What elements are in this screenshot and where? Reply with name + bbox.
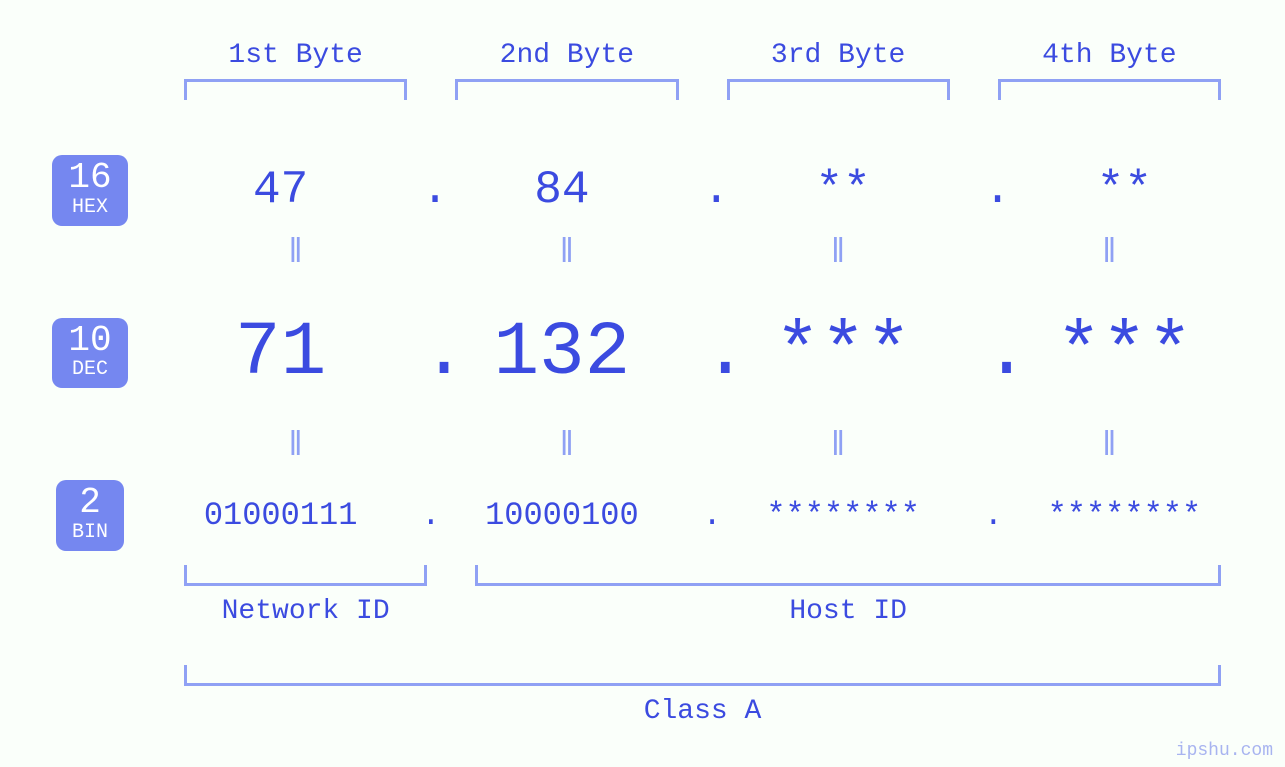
dec-byte-1: 71 bbox=[235, 310, 326, 396]
hex-badge: 16 HEX bbox=[52, 155, 127, 226]
byte-header-label: 1st Byte bbox=[180, 40, 411, 71]
equals-glyph: ǁ bbox=[994, 235, 1225, 273]
byte-header-label: 3rd Byte bbox=[723, 40, 954, 71]
hex-byte-4: ** bbox=[1097, 164, 1152, 216]
badge-base-label: HEX bbox=[68, 197, 111, 218]
dec-badge: 10 DEC bbox=[52, 318, 127, 389]
byte-header-2: 2nd Byte bbox=[451, 40, 682, 100]
byte-header-1: 1st Byte bbox=[180, 40, 411, 100]
bracket-bottom-icon bbox=[184, 665, 1221, 686]
equals-glyph: ǁ bbox=[994, 428, 1225, 466]
dec-byte-4: *** bbox=[1056, 310, 1193, 396]
watermark: ipshu.com bbox=[1176, 741, 1273, 761]
byte-header-label: 2nd Byte bbox=[451, 40, 682, 71]
network-id-label: Network ID bbox=[180, 596, 431, 627]
badge-base-label: BIN bbox=[72, 522, 108, 543]
badge-base-number: 2 bbox=[72, 484, 108, 522]
hex-byte-3: ** bbox=[816, 164, 871, 216]
dec-row: 10 DEC 71 . 132 . *** . *** bbox=[0, 310, 1225, 396]
badge-base-number: 10 bbox=[68, 322, 111, 360]
equals-row-2: ǁ ǁ ǁ ǁ bbox=[180, 428, 1225, 466]
bin-byte-2: 10000100 bbox=[485, 497, 639, 534]
bracket-top-icon bbox=[727, 79, 950, 100]
dec-byte-3: *** bbox=[775, 310, 912, 396]
host-id-group: Host ID bbox=[471, 565, 1225, 627]
equals-glyph: ǁ bbox=[451, 235, 682, 273]
equals-glyph: ǁ bbox=[180, 235, 411, 273]
network-id-group: Network ID bbox=[180, 565, 431, 627]
bin-byte-1: 01000111 bbox=[204, 497, 358, 534]
bracket-top-icon bbox=[455, 79, 678, 100]
hex-values: 47 . 84 . ** . ** bbox=[180, 164, 1225, 216]
hex-row: 16 HEX 47 . 84 . ** . ** bbox=[0, 155, 1225, 226]
byte-header-4: 4th Byte bbox=[994, 40, 1225, 100]
badge-slot: 2 BIN bbox=[0, 480, 180, 551]
equals-glyph: ǁ bbox=[451, 428, 682, 466]
byte-header-3: 3rd Byte bbox=[723, 40, 954, 100]
bin-badge: 2 BIN bbox=[56, 480, 124, 551]
host-id-label: Host ID bbox=[471, 596, 1225, 627]
bracket-bottom-icon bbox=[184, 565, 427, 586]
bin-byte-4: ******** bbox=[1048, 497, 1202, 534]
hex-byte-1: 47 bbox=[253, 164, 308, 216]
dec-values: 71 . 132 . *** . *** bbox=[180, 310, 1225, 396]
bracket-bottom-icon bbox=[475, 565, 1221, 586]
byte-header-row: 1st Byte 2nd Byte 3rd Byte 4th Byte bbox=[180, 40, 1225, 100]
byte-header-label: 4th Byte bbox=[994, 40, 1225, 71]
class-group: Class A bbox=[180, 665, 1225, 727]
badge-slot: 10 DEC bbox=[0, 318, 180, 389]
equals-row-1: ǁ ǁ ǁ ǁ bbox=[180, 235, 1225, 273]
class-label: Class A bbox=[180, 696, 1225, 727]
equals-glyph: ǁ bbox=[180, 428, 411, 466]
badge-slot: 16 HEX bbox=[0, 155, 180, 226]
bin-byte-3: ******** bbox=[766, 497, 920, 534]
dec-byte-2: 132 bbox=[493, 310, 630, 396]
equals-glyph: ǁ bbox=[723, 428, 954, 466]
bin-values: 01000111 . 10000100 . ******** . *******… bbox=[180, 497, 1225, 534]
hex-byte-2: 84 bbox=[534, 164, 589, 216]
bin-row: 2 BIN 01000111 . 10000100 . ******** . *… bbox=[0, 480, 1225, 551]
badge-base-number: 16 bbox=[68, 159, 111, 197]
badge-base-label: DEC bbox=[68, 359, 111, 380]
bracket-top-icon bbox=[184, 79, 407, 100]
network-host-group-row: Network ID Host ID bbox=[180, 565, 1225, 627]
equals-glyph: ǁ bbox=[723, 235, 954, 273]
bracket-top-icon bbox=[998, 79, 1221, 100]
